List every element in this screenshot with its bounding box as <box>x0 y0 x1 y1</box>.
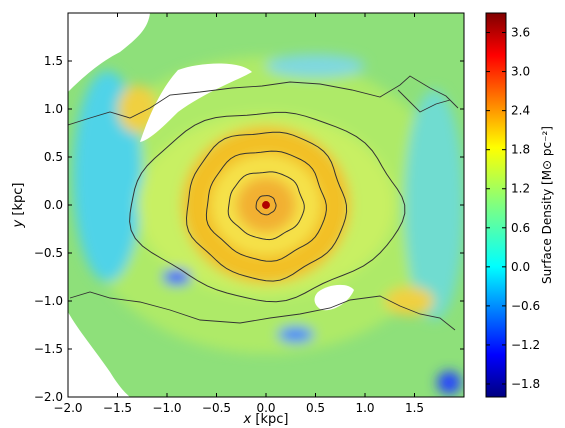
colorbar-tick-label: 3.0 <box>511 65 530 79</box>
colorbar-tick-label: 1.2 <box>511 182 530 196</box>
colorbar-tick-label: 0.6 <box>511 221 530 235</box>
y-tick-label: 0.5 <box>44 150 63 164</box>
colorbar-tick-label: 1.8 <box>511 143 530 157</box>
contour-nucleus <box>255 195 277 216</box>
colorbar-ticks: 3.6 3.0 2.4 1.8 1.2 0.6 0.0 −0.6 −1.2 −1.8 <box>486 26 540 391</box>
x-tick-label: −1.0 <box>152 401 181 415</box>
arm-knot <box>117 85 158 133</box>
contour-oval <box>129 111 406 303</box>
contour-lines <box>68 75 459 331</box>
colorbar-tick-label: 2.4 <box>511 104 530 118</box>
contour-ring <box>185 131 348 282</box>
contour-outer-arm <box>397 89 451 113</box>
y-tick-label: −1.0 <box>34 294 63 308</box>
x-tick-label: 1.5 <box>405 401 424 415</box>
x-tick-label: 0.0 <box>256 401 275 415</box>
blank-region <box>68 13 150 92</box>
colorbar-label: Surface Density [M⊙ pc⁻²] <box>540 126 554 284</box>
contour-outer-arm <box>68 75 459 126</box>
y-tick-label: −0.5 <box>34 246 63 260</box>
y-tick-label: −2.0 <box>34 390 63 404</box>
central-peak <box>262 201 270 209</box>
y-tick-label: 1.5 <box>44 54 63 68</box>
y-axis-label-var: y <box>11 219 26 228</box>
colorbar-tick-label: −0.6 <box>511 299 540 313</box>
colorbar-tick-label: 0.0 <box>511 260 530 274</box>
x-tick-label: 1.0 <box>355 401 374 415</box>
void-patch <box>277 326 314 343</box>
y-tick-label: 0.0 <box>44 198 63 212</box>
blank-region <box>140 63 252 142</box>
x-tick-label: 0.5 <box>306 401 325 415</box>
void-patch <box>163 269 191 285</box>
contour-ring <box>227 171 305 241</box>
x-tick-label: −1.5 <box>103 401 132 415</box>
x-axis-label-var: x <box>243 412 252 427</box>
x-axis-ticks: −2.0 −1.5 −1.0 −0.5 0.0 0.5 1.0 1.5 <box>53 13 424 415</box>
y-axis-ticks: −2.0 −1.5 −1.0 −0.5 0.0 0.5 1.0 1.5 <box>34 54 464 404</box>
y-axis-label: y [kpc] <box>11 183 26 229</box>
void-patch <box>437 371 462 395</box>
contour-outer-arm <box>69 291 456 331</box>
colorbar <box>485 12 507 398</box>
low-density-right-band <box>404 89 464 321</box>
blank-region <box>314 284 354 311</box>
contour-ring <box>205 150 327 262</box>
arm-knot <box>384 286 435 316</box>
y-axis-label-unit: [kpc] <box>11 183 26 216</box>
colorbar-tick-label: −1.2 <box>511 338 540 352</box>
y-tick-label: −1.5 <box>34 342 63 356</box>
colorbar-tick-label: 3.6 <box>511 26 530 40</box>
colorbar-tick-label: −1.8 <box>511 377 540 391</box>
blank-region <box>68 312 130 397</box>
x-tick-label: −2.0 <box>53 401 82 415</box>
x-axis-label-unit: [kpc] <box>255 412 288 427</box>
y-tick-label: 1.0 <box>44 102 63 116</box>
void-patch <box>266 54 365 78</box>
x-axis-label: x [kpc] <box>243 412 289 427</box>
x-tick-label: −0.5 <box>202 401 231 415</box>
